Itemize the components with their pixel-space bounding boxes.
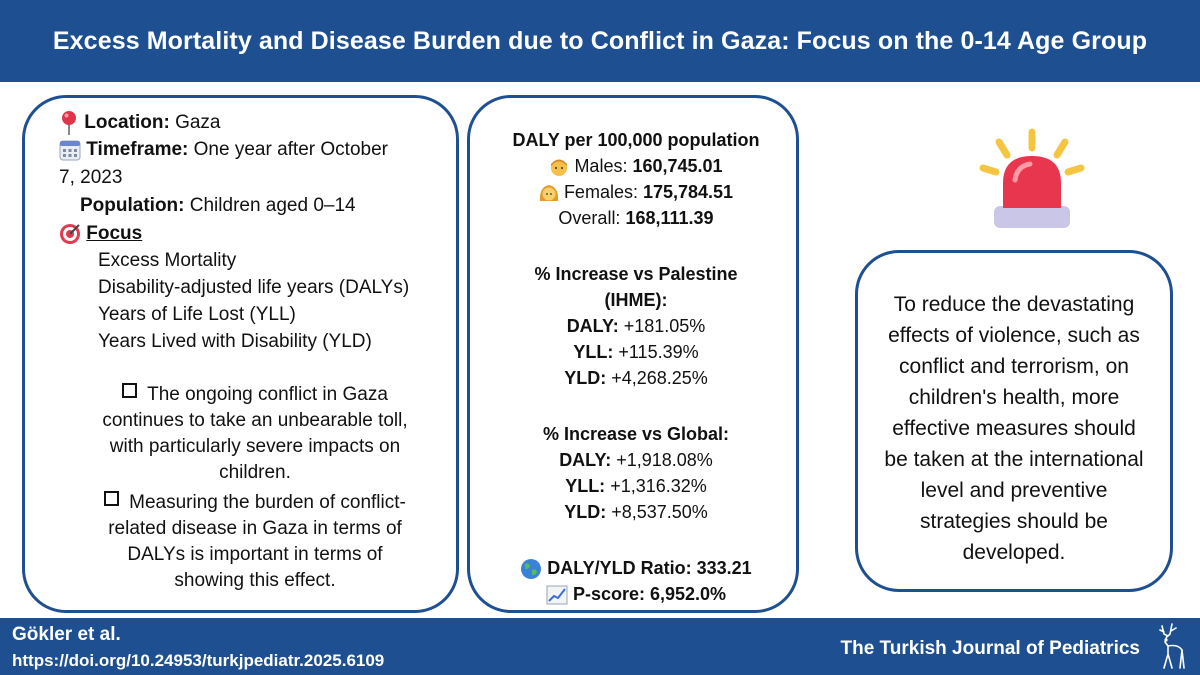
bullet-line: children. (219, 462, 291, 483)
focus-item: Years of Life Lost (YLL) (98, 304, 296, 325)
bullet-line: Measuring the burden of conflict- (65, 490, 445, 516)
header-banner: Excess Mortality and Disease Burden due … (0, 0, 1200, 82)
pscore-row: P-score: 6,952.0% (470, 582, 802, 606)
population-value: Children aged 0–14 (189, 195, 356, 216)
target-icon (60, 223, 80, 244)
checkbox-icon (122, 383, 138, 398)
ratio-row: DALY/YLD Ratio: 333.21 (470, 556, 802, 580)
bullet-text: The ongoing conflict in Gaza (147, 384, 388, 405)
timeframe-label: Timeframe: (86, 139, 189, 160)
checkbox-icon (104, 491, 120, 506)
location-row: Location: Gaza (59, 110, 220, 136)
timeframe-value-cont: 7, 2023 (59, 167, 123, 188)
focus-item: Disability-adjusted life years (DALYs) (98, 277, 410, 298)
palestine-yld-row: YLD: +4,268.25% (564, 368, 708, 388)
bullet-line: related disease in Gaza in terms of (108, 518, 402, 539)
bullet-line: continues to take an unbearable toll, (102, 410, 408, 431)
focus-item: Years Lived with Disability (YLD) (98, 331, 372, 352)
global-yll-row: YLL: +1,316.32% (565, 476, 707, 496)
boy-icon (551, 159, 568, 177)
global-title: % Increase vs Global: (542, 424, 730, 444)
overall-row: Overall: 168,111.39 (558, 208, 714, 228)
journal-name: The Turkish Journal of Pediatrics (840, 638, 1141, 659)
bullet-line: with particularly severe impacts on (109, 436, 401, 457)
daly-title: DALY per 100,000 population (512, 130, 760, 150)
palestine-title-cont: (IHME): (604, 290, 668, 310)
bullet-point-2: Measuring the burden of conflict- relate… (65, 490, 445, 594)
location-value: Gaza (175, 112, 221, 134)
bullet-text: Measuring the burden of conflict- (129, 492, 406, 513)
timeframe-value: One year after October (193, 139, 388, 160)
global-daly-row: DALY: +1,918.08% (559, 450, 713, 470)
recommendation-text: To reduce the devastating effects of vio… (884, 293, 1144, 564)
global-yld-row: YLD: +8,537.50% (564, 502, 708, 522)
girl-icon (539, 185, 559, 202)
bullet-line: showing this effect. (174, 570, 336, 591)
bullet-point-1: The ongoing conflict in Gaza continues t… (65, 382, 445, 486)
page-title: Excess Mortality and Disease Burden due … (52, 26, 1148, 55)
authors-text: Gökler et al. (12, 624, 121, 645)
palestine-daly-row: DALY: +181.05% (566, 316, 706, 336)
bullet-line: The ongoing conflict in Gaza (65, 382, 445, 408)
focus-row: Focus (59, 222, 142, 246)
population-label: Population: (80, 195, 185, 216)
focus-item: Excess Mortality (98, 250, 237, 271)
timeframe-row: Timeframe: One year after October (59, 138, 388, 162)
males-row: Males: 160,745.01 (470, 154, 802, 178)
doi-link[interactable]: https://doi.org/10.24953/turkjpediatr.20… (12, 651, 385, 670)
focus-label: Focus (86, 223, 143, 244)
location-label: Location: (84, 112, 170, 134)
siren-icon (979, 128, 1085, 228)
females-row: Females: 175,784.51 (470, 180, 802, 204)
study-info-panel: Location: Gaza Timeframe: One year after… (22, 95, 459, 613)
palestine-title: % Increase vs Palestine (534, 264, 738, 284)
population-row: Population: Children aged 0–14 (80, 194, 356, 218)
palestine-yll-row: YLL: +115.39% (573, 342, 699, 362)
statistics-panel: DALY per 100,000 population Males: 160,7… (467, 95, 799, 613)
footer-banner: Gökler et al. https://doi.org/10.24953/t… (0, 618, 1200, 675)
calendar-icon (59, 140, 81, 161)
globe-icon (521, 559, 542, 580)
pushpin-icon (62, 111, 76, 135)
recommendation-panel: To reduce the devastating effects of vio… (855, 250, 1173, 592)
chart-increasing-icon (546, 585, 568, 605)
bullet-line: DALYs is important in terms of (127, 544, 383, 565)
deer-icon (1159, 623, 1185, 669)
